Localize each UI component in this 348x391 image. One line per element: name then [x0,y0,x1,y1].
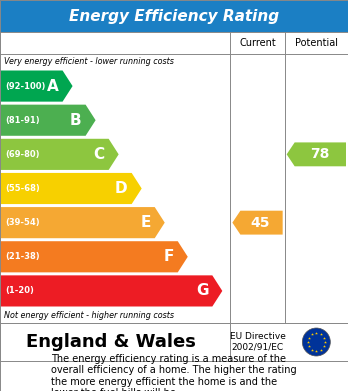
Text: Not energy efficient - higher running costs: Not energy efficient - higher running co… [4,312,174,321]
Bar [0,32,348,323]
Text: E: E [140,215,151,230]
Text: Current: Current [239,38,276,48]
Text: Potential: Potential [295,38,338,48]
Text: (1-20): (1-20) [5,287,34,296]
Bar [0,323,348,361]
Text: (21-38): (21-38) [5,252,40,261]
Polygon shape [232,211,283,235]
Text: (39-54): (39-54) [5,218,40,227]
Circle shape [302,328,330,356]
Text: D: D [115,181,128,196]
Text: England & Wales: England & Wales [26,333,196,351]
Text: (69-80): (69-80) [5,150,40,159]
Text: The energy efficiency rating is a measure of the
overall efficiency of a home. T: The energy efficiency rating is a measur… [51,353,297,391]
Polygon shape [0,173,142,204]
Text: 78: 78 [310,147,329,161]
Text: (55-68): (55-68) [5,184,40,193]
Polygon shape [0,275,222,307]
Polygon shape [0,139,119,170]
Text: A: A [47,79,58,93]
Text: F: F [163,249,174,264]
Polygon shape [0,70,73,102]
Polygon shape [0,241,188,273]
Text: Energy Efficiency Rating: Energy Efficiency Rating [69,9,279,23]
Text: Very energy efficient - lower running costs: Very energy efficient - lower running co… [4,57,174,66]
Text: EU Directive
2002/91/EC: EU Directive 2002/91/EC [230,332,285,352]
Text: B: B [70,113,82,128]
Text: (81-91): (81-91) [5,116,40,125]
Polygon shape [287,142,346,166]
Bar [0,0,348,32]
Text: (92-100): (92-100) [5,82,45,91]
Polygon shape [0,105,96,136]
Polygon shape [0,207,165,238]
Text: C: C [94,147,105,162]
Text: G: G [196,283,208,298]
Text: 45: 45 [251,216,270,230]
